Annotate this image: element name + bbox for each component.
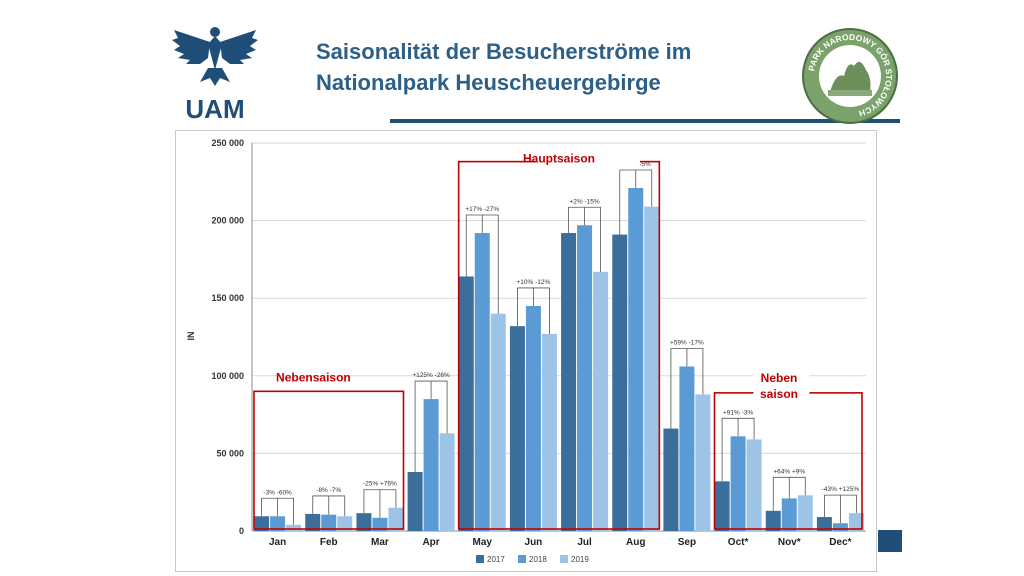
uam-logo: UAM bbox=[170, 22, 260, 126]
mainseason-label-bg bbox=[535, 149, 640, 168]
change-label: +10% -12% bbox=[517, 279, 551, 286]
x-tick-label: Oct* bbox=[728, 537, 749, 548]
x-tick-label: Sep bbox=[678, 537, 696, 548]
bar-2017-Aug bbox=[612, 234, 628, 531]
chart-frame: 0 50 000 100 000 150 000 200 000 250 000 IN Jan… bbox=[175, 130, 877, 572]
uam-logo-text: UAM bbox=[185, 94, 244, 124]
bar-2017-May bbox=[458, 276, 474, 531]
offseason-box-left bbox=[253, 390, 405, 530]
x-tick-label: Feb bbox=[320, 537, 338, 548]
bar-2019-May bbox=[490, 313, 506, 531]
x-tick-label: Nov* bbox=[778, 537, 801, 548]
y-tick-label: 100 000 bbox=[211, 371, 244, 381]
offseason-label-right-2: saison bbox=[760, 387, 798, 401]
visitor-chart: 0 50 000 100 000 150 000 200 000 250 000 IN Jan… bbox=[186, 138, 866, 564]
bar-2017-Jul bbox=[561, 233, 577, 531]
legend-swatch-2017 bbox=[476, 555, 484, 563]
title-underline bbox=[390, 119, 900, 123]
y-axis-label: IN bbox=[186, 332, 196, 341]
bar-2018-Jul bbox=[577, 225, 593, 532]
bar-2019-Nov bbox=[797, 495, 813, 531]
change-label: +64% +9% bbox=[773, 468, 805, 475]
bar-2019-Jun bbox=[541, 333, 557, 531]
bar-2018-Jun bbox=[525, 305, 541, 531]
offseason-label-left: Nebensaison bbox=[276, 370, 351, 384]
x-tick-label: May bbox=[473, 537, 493, 548]
bar-2017-Apr bbox=[407, 472, 423, 531]
change-label: -25% +76% bbox=[363, 481, 397, 488]
legend-label-2017: 2017 bbox=[487, 555, 505, 564]
title-line-2: Nationalpark Heuscheuergebirge bbox=[316, 70, 661, 95]
y-tick-label: 250 000 bbox=[211, 138, 244, 148]
bar-2018-Oct bbox=[730, 436, 746, 531]
bar-2017-Feb bbox=[305, 513, 321, 531]
legend-label-2019: 2019 bbox=[571, 555, 589, 564]
x-tick-label: Apr bbox=[422, 537, 439, 548]
bar-2017-Jan bbox=[254, 516, 270, 531]
bar-2019-Oct bbox=[746, 439, 762, 531]
bar-2019-Sep bbox=[695, 394, 711, 531]
bar-2019-Mar bbox=[388, 507, 404, 531]
y-tick-label: 50 000 bbox=[216, 448, 244, 458]
page-title: Saisonalität der Besucherströme im Natio… bbox=[316, 36, 786, 98]
x-tick-label: Dec* bbox=[829, 537, 851, 548]
y-tick-label: 150 000 bbox=[211, 293, 244, 303]
bar-2018-May bbox=[474, 233, 490, 531]
x-tick-label: Jun bbox=[525, 537, 543, 548]
bar-2018-Sep bbox=[679, 366, 695, 531]
bar-2019-Feb bbox=[337, 516, 353, 531]
bar-2017-Jun bbox=[509, 326, 525, 531]
bar-2019-Jan bbox=[286, 524, 302, 531]
mainseason-label: Hauptsaison bbox=[523, 152, 595, 166]
bar-2019-Aug bbox=[644, 206, 660, 531]
bar-2018-Feb bbox=[321, 514, 337, 531]
change-label: +125% -26% bbox=[412, 372, 450, 379]
legend-swatch-2018 bbox=[518, 555, 526, 563]
x-tick-label: Aug bbox=[626, 537, 645, 548]
legend-swatch-2019 bbox=[560, 555, 568, 563]
offseason-label-right-bg bbox=[753, 367, 810, 408]
change-label: +91% -3% bbox=[723, 409, 753, 416]
bar-2018-Apr bbox=[423, 399, 439, 531]
change-label: +59% -17% bbox=[670, 339, 704, 346]
change-bracket bbox=[465, 214, 499, 314]
bar-2017-Dec bbox=[816, 517, 832, 531]
legend-label-2018: 2018 bbox=[529, 555, 547, 564]
bar-2018-Nov bbox=[781, 498, 797, 531]
bar-2017-Mar bbox=[356, 513, 372, 531]
y-tick-label: 0 bbox=[239, 526, 244, 536]
bar-2017-Oct bbox=[714, 481, 730, 531]
bar-2018-Mar bbox=[372, 517, 388, 531]
x-tick-label: Mar bbox=[371, 537, 389, 548]
offseason-label-right-1: Neben bbox=[761, 371, 798, 385]
bar-2019-Apr bbox=[439, 433, 455, 531]
title-line-1: Saisonalität der Besucherströme im bbox=[316, 39, 692, 64]
change-label: -3% -60% bbox=[263, 489, 292, 496]
change-label: +2% -15% bbox=[569, 198, 599, 205]
bar-2017-Nov bbox=[765, 510, 781, 531]
change-bracket bbox=[619, 169, 653, 235]
corner-decoration bbox=[878, 530, 902, 552]
x-tick-label: Jul bbox=[577, 537, 592, 548]
x-tick-label: Jan bbox=[269, 537, 286, 548]
bar-2019-Jul bbox=[593, 271, 609, 531]
bar-2018-Aug bbox=[628, 188, 644, 531]
change-label: +17% -27% bbox=[465, 206, 499, 213]
bar-2018-Jan bbox=[270, 516, 286, 531]
bar-2018-Dec bbox=[832, 523, 848, 531]
change-label: -43% +125% bbox=[822, 486, 860, 493]
park-logo: PARK NARODOWY GÓR STOŁOWYCH bbox=[800, 26, 900, 126]
y-tick-label: 200 000 bbox=[211, 216, 244, 226]
change-label: -8% -7% bbox=[316, 487, 341, 494]
bar-2019-Dec bbox=[848, 513, 864, 531]
bar-2017-Sep bbox=[663, 428, 679, 531]
